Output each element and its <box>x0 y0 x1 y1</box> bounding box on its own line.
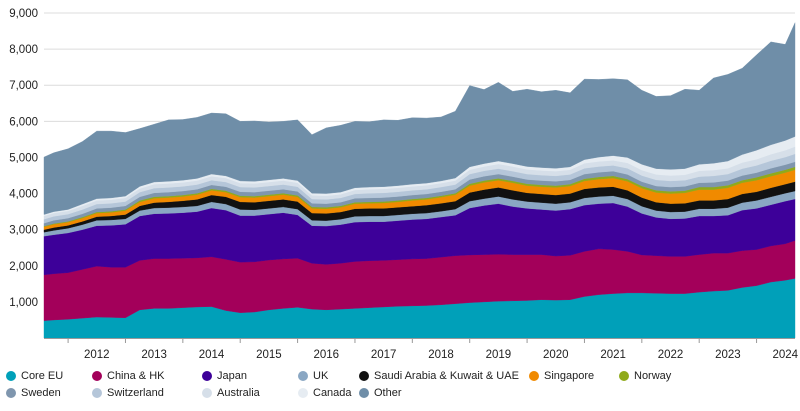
x-tick-label: 2013 <box>141 349 167 361</box>
y-tick-label: 3,000 <box>9 225 38 237</box>
x-tick-label: 2016 <box>313 349 339 361</box>
legend-label: Switzerland <box>107 387 164 399</box>
x-tick-label: 2017 <box>371 349 397 361</box>
legend-swatch <box>6 371 16 381</box>
legend-label: Other <box>374 387 402 399</box>
legend-item: China & HK <box>92 370 164 382</box>
legend-item: Other <box>359 387 402 399</box>
x-tick-label: 2012 <box>84 349 110 361</box>
legend-label: Core EU <box>21 370 64 382</box>
legend-label: China & HK <box>107 370 165 382</box>
legend-swatch <box>298 371 308 381</box>
y-tick-label: 8,000 <box>9 44 38 56</box>
legend-item: Singapore <box>529 370 594 382</box>
legend-swatch <box>298 388 308 398</box>
legend-label: Japan <box>217 370 247 382</box>
legend-label: Canada <box>313 387 352 399</box>
legend-item: Core EU <box>6 370 63 382</box>
legend-swatch <box>202 388 212 398</box>
x-tick-label: 2024 <box>772 349 798 361</box>
legend-item: Sweden <box>6 387 61 399</box>
y-tick-label: 9,000 <box>9 8 38 20</box>
legend-swatch <box>359 388 369 398</box>
legend-item: Canada <box>298 387 352 399</box>
legend-label: Australia <box>217 387 260 399</box>
legend-label: UK <box>313 370 329 382</box>
y-tick-label: 6,000 <box>9 116 38 128</box>
x-tick-label: 2022 <box>658 349 684 361</box>
legend-swatch <box>619 371 629 381</box>
y-axis: 1,000 2,000 3,000 4,000 5,000 6,000 7,000 8,000… <box>9 8 38 309</box>
legend-item: Australia <box>202 387 260 399</box>
x-axis: 2012 2013 2014 2015 2016 2017 2018 2019 2020 2021… <box>44 338 799 361</box>
legend-swatch <box>92 388 102 398</box>
legend-item: UK <box>298 370 328 382</box>
legend-label: Norway <box>634 370 672 382</box>
y-tick-label: 2,000 <box>9 261 38 273</box>
x-tick-label: 2020 <box>543 349 569 361</box>
legend-swatch <box>202 371 212 381</box>
legend-item: Norway <box>619 370 671 382</box>
legend-label: Saudi Arabia & Kuwait & UAE <box>374 370 519 382</box>
legend-item: Switzerland <box>92 387 164 399</box>
legend-item: Japan <box>202 370 247 382</box>
x-tick-label: 2018 <box>428 349 454 361</box>
legend-swatch <box>529 371 539 381</box>
x-tick-label: 2015 <box>256 349 282 361</box>
legend-label: Sweden <box>21 387 61 399</box>
legend-label: Singapore <box>544 370 595 382</box>
x-tick-label: 2019 <box>486 349 512 361</box>
y-tick-label: 4,000 <box>9 189 38 201</box>
y-tick-label: 7,000 <box>9 80 38 92</box>
legend-swatch <box>92 371 102 381</box>
area-series-other <box>43 22 796 215</box>
y-tick-label: 5,000 <box>9 152 38 164</box>
legend-swatch <box>359 371 369 381</box>
x-tick-label: 2023 <box>715 349 741 361</box>
legend-item: Saudi Arabia & Kuwait & UAE <box>359 370 519 382</box>
x-tick-label: 2014 <box>199 349 225 361</box>
x-tick-label: 2021 <box>600 349 626 361</box>
area-series-group <box>43 22 796 339</box>
y-tick-label: 1,000 <box>9 297 38 309</box>
legend-swatch <box>6 388 16 398</box>
